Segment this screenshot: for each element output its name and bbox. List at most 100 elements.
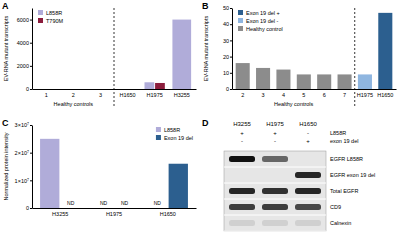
legend-entry: Exon 19 del + [238, 10, 280, 16]
column-header: H3255 [233, 121, 251, 127]
tick-label: H1650 [160, 211, 176, 217]
row-label: CD9 [330, 204, 341, 210]
band [229, 204, 255, 210]
annotation: Healthy controls [54, 101, 94, 107]
tick-mark [230, 40, 232, 41]
bar [256, 68, 270, 89]
legend-swatch [238, 26, 243, 31]
tick-label: H1975 [357, 92, 373, 98]
y-tick: 40 [223, 21, 232, 27]
bar [74, 89, 84, 90]
tick-label: 3 [99, 92, 102, 98]
value-label: ND [121, 200, 129, 206]
tick-label: 5 [302, 92, 305, 98]
tick-mark [30, 208, 32, 209]
axis-line [33, 89, 197, 90]
tick-label: H1975 [147, 92, 163, 98]
legend-entry: Exon 19 del - [238, 18, 279, 24]
legend-entry: L858R [38, 10, 62, 16]
legend-swatch [38, 10, 43, 15]
legend-label: Exon 19 del - [246, 18, 279, 24]
band [229, 188, 255, 194]
bar [236, 63, 250, 89]
condition-mark: + [273, 130, 277, 136]
tick-label: 50 [223, 5, 229, 11]
x-axis: H3255H1975H1650 [33, 208, 197, 217]
y-tick: 20 [223, 54, 232, 60]
panel-title: A [2, 1, 9, 11]
bar [276, 70, 290, 89]
legend: L858R T790M [38, 10, 64, 24]
condition-mark: + [306, 138, 310, 144]
panel: BEV-RNA mutant transcripts01020304050234… [202, 1, 397, 107]
band [295, 188, 321, 194]
bar [128, 89, 138, 90]
bar [117, 89, 127, 90]
legend-entry: T790M [38, 18, 64, 24]
tick-label: H1650 [377, 92, 393, 98]
panel-title: D [202, 118, 209, 128]
row-label: EGFR L858R [330, 156, 363, 162]
tick-label: 4000 [17, 40, 29, 46]
bar [40, 139, 59, 208]
x-tick: H1650 [119, 89, 135, 98]
value-label: ND [154, 200, 162, 206]
bar [36, 89, 46, 90]
bar [317, 74, 331, 89]
bar [90, 89, 100, 90]
tick-label: 30 [223, 38, 229, 44]
axis-line [33, 208, 197, 209]
tick-label: 20 [223, 54, 229, 60]
tick-label: 2 [241, 92, 244, 98]
tick-label: 0 [26, 205, 29, 211]
bar [378, 13, 392, 89]
axis-line [32, 9, 33, 90]
tick-label: H3255 [174, 92, 190, 98]
y-tick: 0 [26, 86, 32, 92]
y-axis-title: EV-RNA mutant transcripts [3, 16, 9, 82]
blot-panel: DH3255H1975H1650++-L858R--+exon 19 delEG… [202, 118, 375, 231]
separator [114, 8, 115, 107]
row-divider [224, 199, 326, 200]
bar [155, 83, 165, 89]
annotation: Healthy controls [274, 101, 314, 107]
band [262, 204, 288, 210]
column-header: H1975 [266, 121, 284, 127]
y-tick: 0 [226, 86, 232, 92]
x-tick: H1975 [147, 89, 163, 98]
tick-label: 1 [45, 92, 48, 98]
plot-area: NDNDNDND01×10⁷2×10⁷3×10⁷H3255H1975H1650L… [15, 122, 197, 217]
y-tick: 3×10⁷ [15, 122, 32, 128]
y-tick: 0 [26, 205, 32, 211]
band [229, 220, 255, 226]
x-tick: 4 [282, 89, 285, 98]
legend-swatch [38, 18, 43, 23]
tick-mark [30, 43, 32, 44]
tick-label: 7 [343, 92, 346, 98]
tick-label: H3255 [52, 211, 68, 217]
row-label: Calnexin [330, 220, 351, 226]
band [229, 172, 255, 178]
bars [40, 139, 188, 208]
legend-entry: L858R [156, 127, 180, 133]
bar [169, 164, 188, 208]
tick-mark [30, 66, 32, 67]
tick-mark [30, 89, 32, 90]
y-axis-title: EV-RNA mutant transcripts [203, 16, 209, 82]
band [295, 172, 321, 178]
x-tick: 1 [45, 89, 48, 98]
tick-label: 2000 [17, 63, 29, 69]
tick-label: 40 [223, 21, 229, 27]
condition-mark: - [274, 138, 276, 144]
band [295, 156, 321, 162]
row-divider [224, 167, 326, 168]
bar [358, 74, 372, 89]
row-divider [224, 231, 326, 232]
y-tick: 50 [223, 5, 232, 11]
panel: CNormalized protein intensityNDNDNDND01×… [2, 118, 197, 217]
tick-label: 0 [26, 86, 29, 92]
x-tick: 3 [99, 89, 102, 98]
legend-swatch [156, 135, 161, 140]
axis-line [233, 89, 397, 90]
band [295, 220, 321, 226]
